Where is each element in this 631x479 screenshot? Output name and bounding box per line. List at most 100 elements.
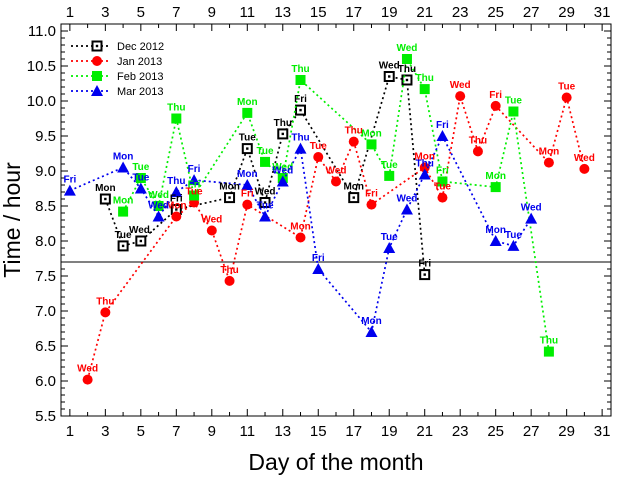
data-point-marker — [170, 186, 183, 197]
x-tick-label-top: 29 — [558, 4, 575, 21]
data-point-label: Tue — [434, 182, 451, 193]
data-point-label: Mon — [219, 182, 240, 193]
data-point-label: Thu — [416, 159, 434, 170]
data-point-label: Wed — [255, 187, 276, 198]
marker-square-dot — [104, 197, 107, 201]
x-tick-label-top: 23 — [452, 4, 469, 21]
marker-square-dot — [352, 196, 355, 199]
x-tick-label-top: 17 — [345, 4, 362, 21]
x-tick-label: 11 — [240, 423, 256, 440]
data-point-label: Wed — [574, 153, 595, 164]
data-point-marker — [100, 307, 111, 318]
data-point-label: Fri — [63, 175, 76, 186]
data-point-label: Thu — [469, 135, 487, 146]
series-line — [104, 75, 426, 275]
data-point-marker — [455, 91, 466, 102]
data-point-label: Thu — [220, 265, 238, 276]
data-point-marker — [82, 374, 93, 385]
data-point-marker — [189, 190, 200, 201]
data-point-label: Thu — [274, 118, 292, 129]
x-tick-label: 13 — [274, 423, 291, 440]
data-point-label: Wed — [77, 364, 98, 375]
data-point-label: Mon — [485, 171, 506, 182]
data-point-marker — [63, 184, 76, 196]
data-point-marker — [436, 130, 449, 141]
data-point-label: Fri — [418, 259, 431, 270]
data-point-label: Tue — [257, 201, 274, 212]
data-point-marker — [224, 275, 235, 286]
data-point-label: Fri — [489, 90, 502, 101]
data-point-label: Thu — [398, 64, 416, 75]
data-point-label: Wed. — [129, 225, 153, 236]
data-point-marker — [490, 100, 501, 111]
data-point-marker — [135, 173, 146, 183]
marker-square-dot — [405, 78, 409, 82]
data-point-marker — [241, 143, 253, 155]
x-tick-label: 31 — [594, 423, 611, 440]
data-point-label: Mon — [237, 97, 258, 108]
x-tick-label: 23 — [452, 423, 469, 440]
data-point-label: Wed — [201, 215, 222, 226]
data-point-marker — [419, 269, 431, 281]
data-point-marker — [472, 146, 483, 157]
data-point-marker — [259, 210, 272, 222]
data-point-marker — [365, 326, 378, 337]
data-point-label: Thu — [540, 336, 558, 347]
x-tick-label: 27 — [523, 423, 540, 440]
marker-square-dot — [175, 208, 178, 211]
x-tick-label-top: 9 — [208, 4, 216, 21]
data-point-label: Thu — [96, 296, 114, 307]
x-tick-label: 3 — [101, 423, 109, 440]
data-point-marker — [152, 210, 165, 222]
data-point-label: Thu — [291, 133, 309, 144]
marker-square-dot — [263, 201, 267, 204]
series-line — [122, 56, 550, 352]
data-point-marker — [242, 199, 253, 210]
data-point-marker — [437, 192, 448, 203]
data-point-marker — [241, 179, 254, 190]
y-tick-label: 5.5 — [35, 408, 56, 425]
data-point-label: Mon — [113, 196, 134, 207]
x-tick-label: 29 — [558, 423, 575, 440]
y-tick-label: 9.5 — [35, 128, 56, 145]
data-point-label: Fri — [436, 166, 449, 177]
data-point-label: Mon — [414, 152, 435, 163]
data-point-label: Mon — [290, 222, 311, 233]
x-tick-label-top: 7 — [172, 4, 180, 21]
data-point-marker — [348, 192, 360, 204]
data-point-label: Fri — [170, 194, 183, 205]
data-point-marker — [419, 162, 430, 173]
data-point-label: Wed — [272, 162, 293, 173]
data-point-marker — [508, 106, 519, 117]
data-point-marker — [331, 176, 341, 187]
data-point-label: Thu — [345, 126, 363, 137]
data-point-marker — [400, 203, 413, 215]
data-point-marker — [295, 104, 307, 116]
x-tick-label-top: 19 — [381, 4, 398, 21]
data-point-label: Fri — [188, 164, 201, 175]
legend-entry: Mar 2013 — [117, 86, 163, 98]
marker-square-dot — [299, 108, 302, 112]
data-point-marker — [171, 113, 182, 124]
data-point-label: Mon — [237, 169, 258, 180]
data-point-label: Wed — [379, 61, 400, 72]
data-point-label: Wed — [396, 43, 417, 54]
legend-entry: Feb 2013 — [117, 71, 163, 83]
data-point-label: Tue — [505, 96, 522, 107]
data-point-label: Tue — [381, 232, 398, 243]
data-point-label: Thu — [167, 176, 185, 187]
marker-square-dot — [95, 44, 99, 48]
data-point-marker — [525, 212, 538, 224]
x-tick-label-top: 31 — [594, 4, 611, 21]
data-point-marker — [490, 182, 501, 193]
series-line — [86, 94, 586, 380]
data-point-marker — [117, 240, 129, 252]
data-point-label: Tue — [132, 162, 149, 173]
data-point-marker — [312, 263, 325, 274]
x-tick-label-top: 21 — [416, 4, 433, 21]
data-point-marker — [171, 211, 182, 222]
y-tick-label: 7.0 — [35, 303, 56, 320]
y-tick-label: 8.5 — [35, 198, 56, 215]
data-point-label: Fri — [241, 189, 254, 200]
